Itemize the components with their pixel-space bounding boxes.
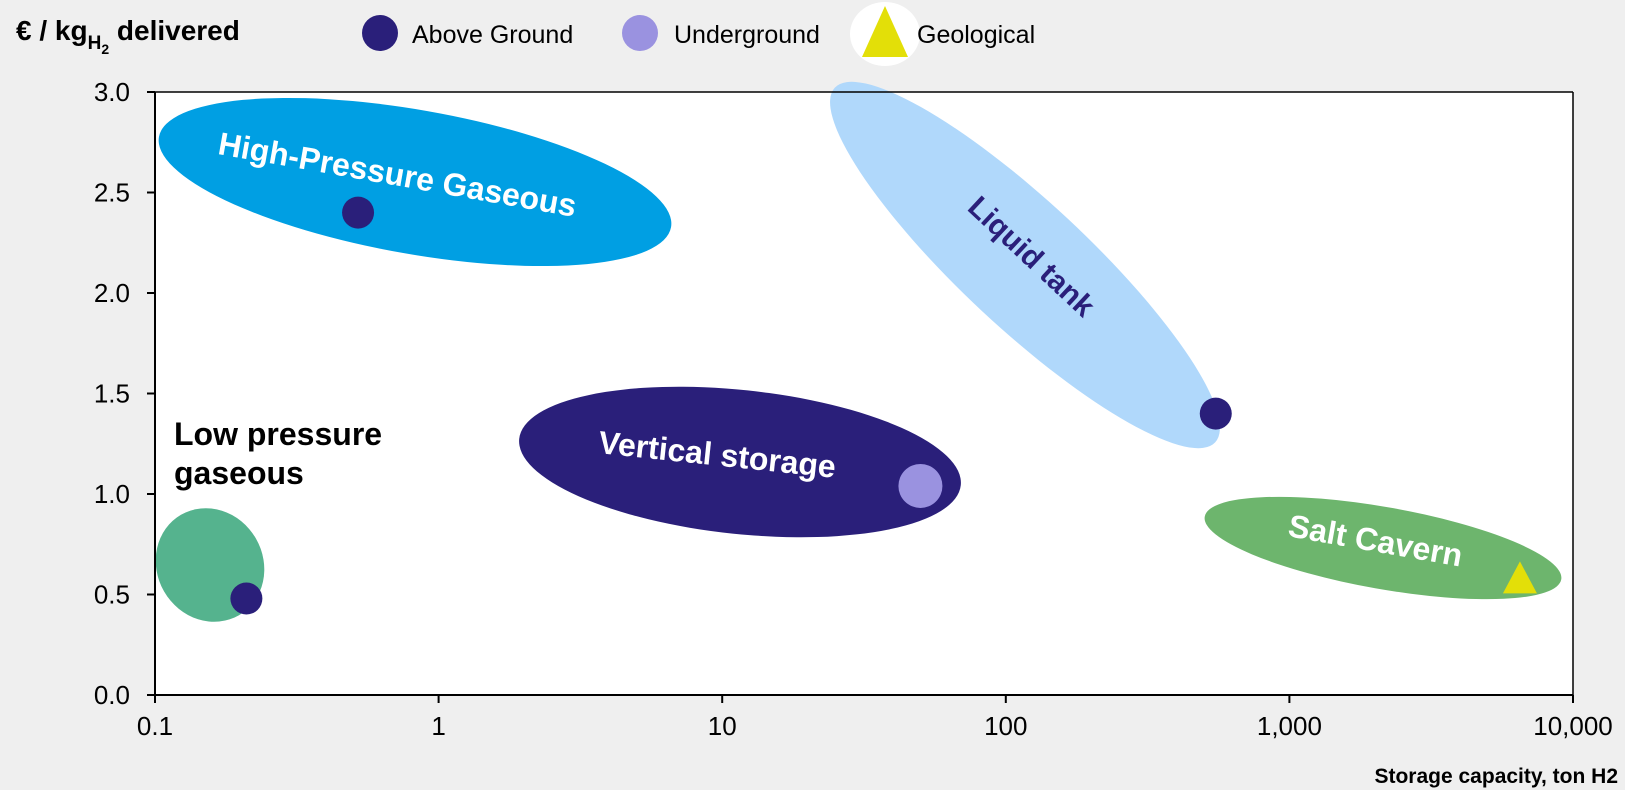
y-tick-label: 1.0 bbox=[94, 479, 130, 509]
region-label-low-pressure-line-2: gaseous bbox=[174, 455, 304, 491]
legend-label-above-ground: Above Ground bbox=[412, 21, 573, 49]
ticks: 0.0 0.5 1.0 1.5 2.0 2.5 3.0 0.1 1 10 100 1,000 10,00… bbox=[94, 77, 1613, 741]
region-label-low-pressure-gaseous: Low pressure gaseous bbox=[174, 416, 391, 491]
region-salt-cavern: Salt Cavern bbox=[1204, 496, 1562, 600]
x-tick-label: 1,000 bbox=[1257, 711, 1322, 741]
y-axis-label-suffix: delivered bbox=[109, 15, 240, 46]
y-axis-label-sub: H bbox=[88, 33, 102, 54]
y-tick-label: 1.5 bbox=[94, 379, 130, 409]
x-axis-label: Storage capacity, ton H2 bbox=[1374, 765, 1618, 788]
legend-label-geological: Geological bbox=[917, 21, 1035, 49]
legend-marker-underground bbox=[622, 15, 658, 51]
y-tick-label: 2.5 bbox=[94, 178, 130, 208]
data-points bbox=[230, 196, 1537, 615]
data-point-above-ground bbox=[230, 582, 263, 615]
x-tick-label: 0.1 bbox=[137, 711, 173, 741]
y-axis-label-subsub: 2 bbox=[101, 41, 109, 57]
x-tick-label: 1 bbox=[431, 711, 445, 741]
y-axis-label: € / kgH2 delivered bbox=[16, 15, 240, 57]
legend: Above Ground Underground Geological bbox=[362, 2, 1035, 66]
data-point-above-ground bbox=[342, 196, 375, 229]
y-tick-label: 3.0 bbox=[94, 77, 130, 107]
region-label-low-pressure-line-1: Low pressure bbox=[174, 416, 382, 452]
region-ellipse-liquid-tank bbox=[830, 81, 1220, 449]
x-tick-label: 10 bbox=[708, 711, 737, 741]
x-tick-label: 10,000 bbox=[1533, 711, 1613, 741]
region-ellipse-salt-cavern bbox=[1204, 496, 1562, 600]
legend-marker-above-ground bbox=[362, 15, 398, 51]
region-high-pressure-gaseous: High-Pressure Gaseous bbox=[158, 97, 672, 267]
data-point-underground bbox=[898, 463, 943, 508]
y-tick-label: 0.5 bbox=[94, 580, 130, 610]
y-tick-label: 2.0 bbox=[94, 278, 130, 308]
region-vertical-storage: Vertical storage bbox=[519, 386, 961, 538]
data-point-above-ground bbox=[1199, 397, 1232, 430]
legend-label-underground: Underground bbox=[674, 21, 820, 49]
x-tick-label: 100 bbox=[984, 711, 1027, 741]
y-tick-label: 0.0 bbox=[94, 680, 130, 710]
region-ellipse-high-pressure-gaseous bbox=[158, 97, 672, 267]
region-ellipse-vertical-storage bbox=[519, 386, 961, 538]
legend-marker-geological bbox=[862, 6, 908, 57]
y-axis-label-prefix: € / kg bbox=[16, 15, 88, 46]
data-point-geological bbox=[1502, 561, 1537, 594]
